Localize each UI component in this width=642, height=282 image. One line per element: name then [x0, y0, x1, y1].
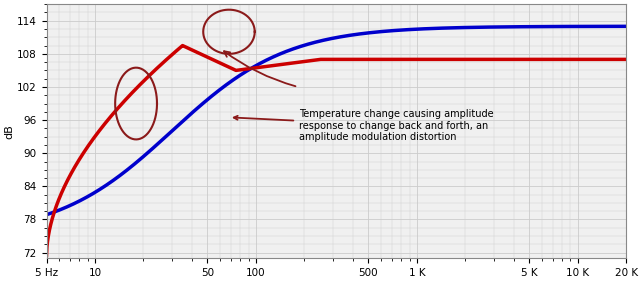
- Text: Temperature change causing amplitude
response to change back and forth, an
ampli: Temperature change causing amplitude res…: [234, 109, 494, 142]
- Y-axis label: dB: dB: [4, 124, 14, 138]
